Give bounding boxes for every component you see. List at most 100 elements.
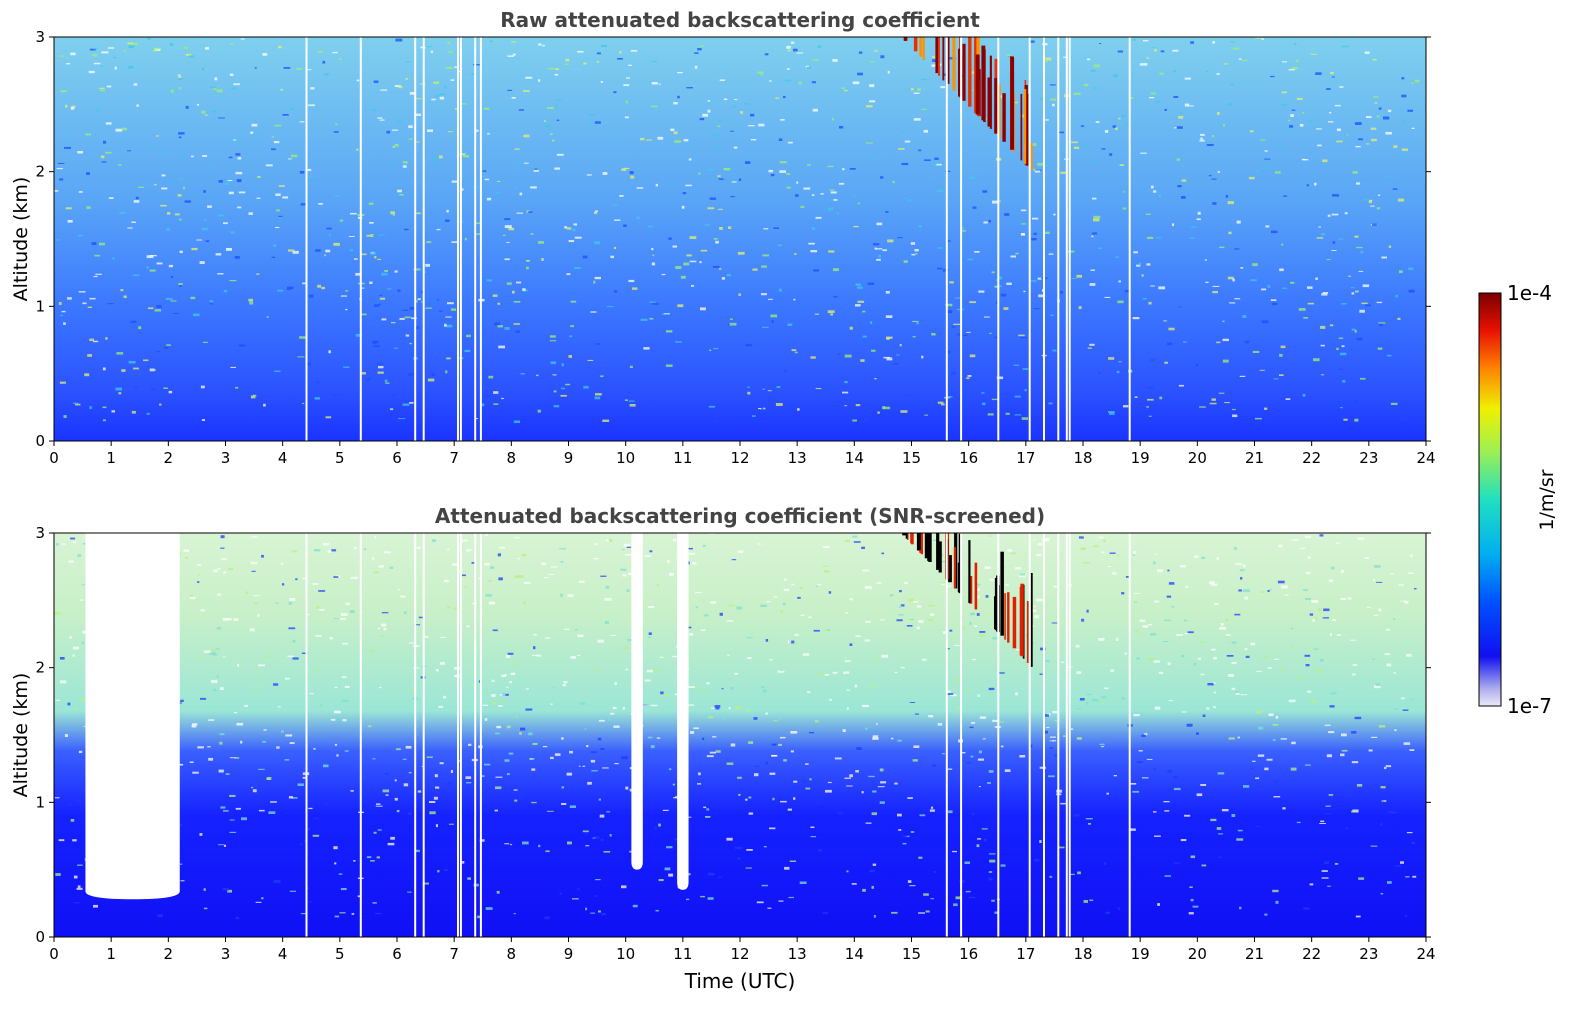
field-speckle: [414, 113, 422, 116]
field-speckle: [361, 313, 367, 316]
field-speckle: [915, 253, 918, 255]
field-speckle: [1163, 801, 1170, 803]
x-tick-label: 1: [106, 449, 116, 467]
field-speckle: [1158, 671, 1164, 674]
field-speckle: [1277, 580, 1285, 584]
field-speckle: [885, 211, 889, 213]
field-speckle: [652, 254, 655, 256]
field-speckle: [1108, 357, 1115, 360]
field-speckle: [897, 237, 903, 239]
field-speckle: [524, 582, 531, 584]
field-speckle: [846, 707, 849, 710]
field-speckle: [1350, 287, 1355, 289]
field-speckle: [443, 85, 447, 89]
field-speckle: [996, 279, 999, 281]
field-speckle: [1091, 699, 1099, 702]
field-speckle: [238, 344, 245, 347]
field-speckle: [1199, 139, 1205, 142]
field-speckle: [115, 387, 122, 391]
field-speckle: [906, 625, 913, 627]
field-speckle: [494, 322, 501, 326]
x-tick-label: 9: [564, 945, 574, 963]
field-speckle: [573, 223, 578, 226]
field-speckle: [494, 732, 500, 735]
field-speckle: [1148, 301, 1152, 305]
field-speckle: [1401, 77, 1405, 80]
field-speckle: [538, 43, 542, 46]
field-speckle: [1234, 298, 1241, 300]
field-speckle: [978, 290, 985, 293]
field-speckle: [305, 828, 311, 831]
field-speckle: [1355, 915, 1361, 918]
field-speckle: [1264, 913, 1268, 916]
field-speckle: [1244, 648, 1248, 651]
field-speckle: [203, 650, 211, 653]
field-speckle: [1116, 554, 1120, 557]
field-speckle: [931, 764, 937, 767]
field-speckle: [971, 722, 976, 724]
field-speckle: [388, 161, 392, 164]
field-speckle: [391, 322, 396, 324]
field-speckle: [1340, 598, 1346, 600]
field-speckle: [1290, 114, 1294, 117]
field-speckle: [514, 148, 520, 150]
field-speckle: [1320, 233, 1326, 236]
field-speckle: [689, 260, 697, 263]
field-speckle: [538, 79, 541, 82]
field-speckle: [871, 156, 875, 160]
field-speckle: [425, 263, 430, 267]
field-speckle: [115, 128, 123, 132]
screened-heatmap-area: [54, 533, 1426, 937]
field-speckle: [842, 391, 849, 394]
field-speckle: [1216, 341, 1221, 344]
field-speckle: [229, 794, 236, 797]
field-speckle: [254, 67, 257, 69]
field-speckle: [251, 536, 258, 538]
field-speckle: [416, 546, 421, 549]
field-speckle: [1049, 875, 1053, 878]
field-speckle: [796, 181, 799, 184]
field-speckle: [484, 718, 488, 721]
field-speckle: [503, 674, 507, 676]
field-speckle: [217, 567, 221, 570]
field-speckle: [1029, 280, 1037, 282]
field-speckle: [1000, 745, 1004, 748]
field-speckle: [874, 247, 877, 250]
field-speckle: [1000, 864, 1006, 867]
field-speckle: [133, 367, 139, 370]
field-speckle: [1350, 639, 1356, 641]
field-speckle: [966, 331, 971, 333]
field-speckle: [334, 743, 338, 746]
field-speckle: [614, 763, 619, 765]
field-speckle: [600, 575, 607, 577]
field-speckle: [1139, 619, 1146, 622]
field-speckle: [580, 702, 586, 705]
field-speckle: [1206, 144, 1214, 146]
field-speckle: [717, 125, 721, 128]
field-speckle: [1351, 328, 1356, 331]
field-speckle: [1218, 833, 1223, 835]
field-speckle: [290, 154, 298, 158]
field-speckle: [379, 635, 384, 637]
field-speckle: [1140, 152, 1147, 154]
field-speckle: [1138, 750, 1143, 752]
field-speckle: [567, 594, 574, 597]
field-speckle: [912, 336, 916, 338]
field-speckle: [234, 757, 240, 759]
field-speckle: [1186, 723, 1193, 727]
field-speckle: [1383, 116, 1390, 120]
field-speckle: [738, 793, 741, 796]
field-speckle: [482, 704, 488, 706]
field-speckle: [700, 307, 706, 311]
field-speckle: [87, 306, 93, 308]
field-speckle: [331, 718, 336, 721]
field-speckle: [241, 817, 247, 821]
field-speckle: [1115, 256, 1119, 258]
field-speckle: [384, 379, 388, 383]
field-speckle: [231, 87, 237, 90]
y-tick-label: 0: [35, 928, 45, 946]
field-speckle: [1408, 267, 1414, 270]
field-speckle: [468, 549, 473, 551]
field-speckle: [477, 915, 481, 919]
field-speckle: [688, 686, 695, 688]
